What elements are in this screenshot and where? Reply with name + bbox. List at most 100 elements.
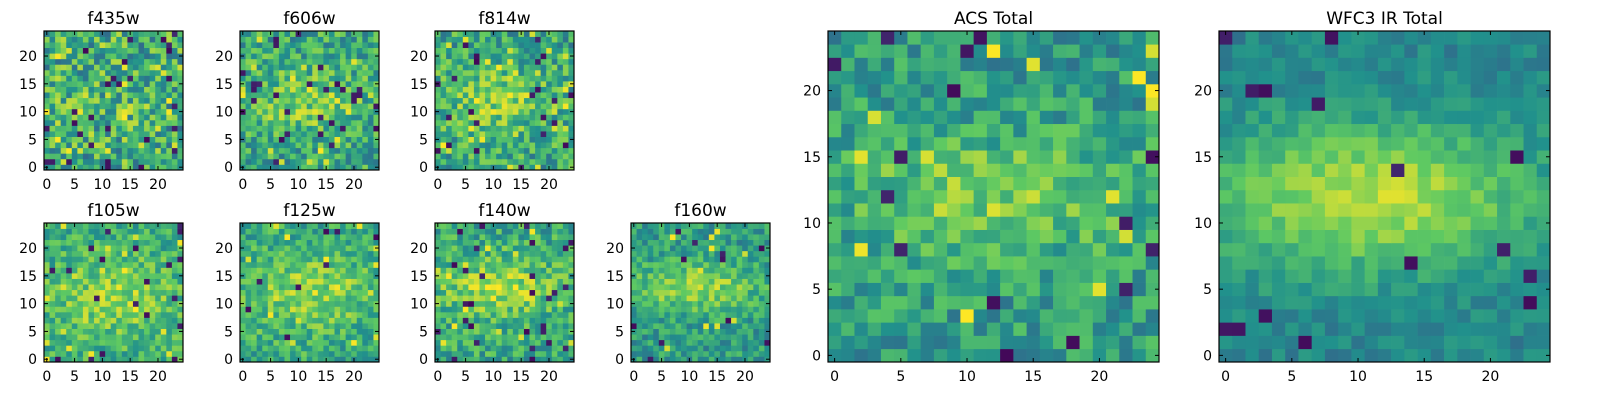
heatmap-cell (669, 234, 676, 241)
heatmap-cell (1145, 163, 1160, 177)
heatmap-cell (166, 47, 173, 54)
heatmap-cell (1066, 189, 1080, 204)
heatmap-cell (854, 269, 869, 283)
heatmap-cell (251, 53, 258, 60)
heatmap-cell (66, 103, 73, 110)
heatmap-cell (121, 311, 128, 318)
heatmap-cell (523, 42, 530, 49)
heatmap-cell (1013, 189, 1027, 204)
heatmap-cell (345, 250, 352, 257)
heatmap-cell (138, 334, 145, 341)
heatmap-cell (479, 53, 486, 60)
heatmap-cell (55, 278, 62, 285)
heatmap-cell (642, 306, 649, 313)
heatmap-cell (144, 136, 150, 143)
heatmap-cell (490, 64, 497, 71)
heatmap-cell (166, 58, 173, 65)
heatmap-cell (373, 147, 380, 154)
heatmap-cell (697, 245, 704, 252)
heatmap-cell (301, 239, 308, 246)
heatmap-cell (719, 345, 726, 352)
heatmap-cell (290, 317, 296, 324)
heatmap-cell (362, 153, 369, 160)
heatmap-cell (669, 345, 676, 352)
heatmap-cell (132, 108, 139, 115)
heatmap-cell (742, 245, 749, 252)
heatmap-cell (681, 267, 687, 274)
heatmap-cell (647, 284, 654, 291)
heatmap-cell (462, 92, 469, 99)
heatmap-cell (523, 58, 530, 65)
heatmap-cell (116, 273, 123, 279)
heatmap-cell (132, 273, 139, 279)
heatmap-cell (94, 131, 100, 137)
heatmap-cell (94, 53, 100, 60)
heatmap-cell (664, 323, 671, 329)
heatmap-cell (362, 234, 369, 241)
heatmap-cell (334, 103, 341, 110)
heatmap-cell (105, 278, 112, 285)
heatmap-cell (518, 47, 525, 54)
heatmap-cell (933, 176, 948, 191)
heatmap-cell (731, 311, 737, 318)
heatmap-cells (435, 223, 575, 363)
y-tick-label: 5 (28, 132, 37, 148)
heatmap-cell (485, 289, 491, 296)
heatmap-cell (71, 75, 78, 82)
heatmap-cell (149, 295, 156, 302)
heatmap-cell (317, 31, 324, 37)
heatmap-cell (312, 300, 319, 307)
heatmap-cell (99, 103, 106, 110)
heatmap-cell (245, 311, 252, 318)
heatmap-cell (512, 64, 519, 71)
heatmap-cell (138, 114, 145, 121)
heatmap-cell (731, 234, 737, 241)
heatmap-cell (155, 273, 162, 279)
heatmap-cell (160, 147, 167, 154)
heatmap-cell (568, 339, 575, 346)
heatmap-cell (312, 53, 319, 60)
heatmap-cell (306, 97, 313, 104)
heatmap-cell (462, 58, 469, 65)
heatmap-cell (496, 153, 503, 160)
heatmap-cell (301, 153, 308, 160)
heatmap-cell (55, 245, 62, 252)
heatmap-cell (116, 250, 123, 257)
heatmap-cell (473, 108, 480, 115)
heatmap-cell (262, 278, 269, 285)
heatmap-cell (301, 223, 308, 229)
heatmap-cell (132, 334, 139, 341)
heatmap-cell (166, 164, 173, 171)
heatmap-cell (351, 81, 358, 87)
heatmap-cell (920, 348, 935, 363)
heatmap-cell (1079, 203, 1094, 217)
heatmap-cell (278, 69, 285, 76)
heatmap-cell (446, 75, 453, 82)
heatmap-cell (435, 125, 441, 132)
heatmap-cell (171, 261, 178, 268)
heatmap-cell (551, 131, 558, 137)
heatmap-cell (105, 125, 112, 132)
heatmap-cell (166, 53, 173, 60)
heatmap-cell (496, 317, 503, 324)
heatmap-cell (356, 334, 363, 341)
heatmap-cell (44, 64, 50, 71)
heatmap-cell (340, 53, 346, 60)
heatmap-cell (301, 131, 308, 137)
heatmap-cell (82, 234, 89, 241)
heatmap-cell (535, 136, 541, 143)
heatmap-cell (669, 311, 676, 318)
heatmap-cell (273, 256, 280, 263)
heatmap-cell (44, 97, 50, 104)
heatmap-cell (658, 350, 665, 357)
heatmap-cell (435, 261, 441, 268)
heatmap-cell (535, 250, 541, 257)
heatmap-cell (557, 334, 564, 341)
heatmap-cell (719, 350, 726, 357)
heatmap-cell (290, 345, 296, 352)
heatmap-cell (317, 267, 324, 274)
heatmap-cell (1145, 309, 1160, 323)
heatmap-cell (306, 53, 313, 60)
heatmap-cell (681, 345, 687, 352)
heatmap-cell (44, 69, 50, 76)
